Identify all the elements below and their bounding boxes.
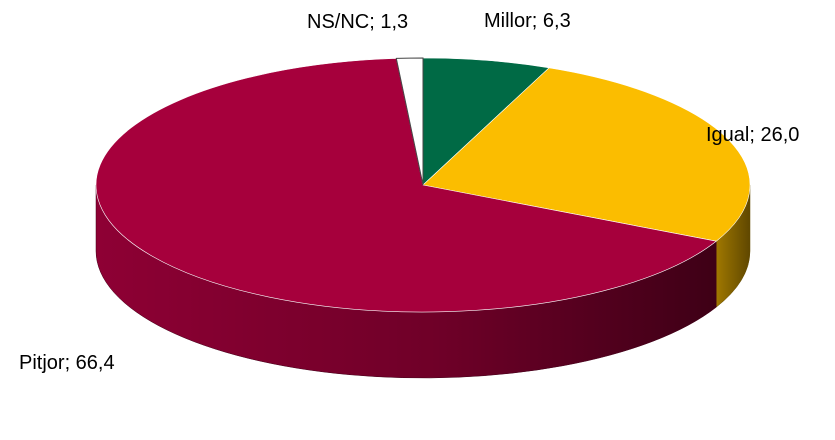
- slice-label-pitjor: Pitjor; 66,4: [19, 352, 115, 374]
- slice-ns-nc: [395, 57, 424, 186]
- slice-igual: [422, 67, 751, 242]
- slice-millor: [422, 57, 550, 186]
- slice-pitjor: [95, 58, 717, 313]
- slice-label-nsnc: NS/NC; 1,3: [307, 11, 408, 33]
- pie-slices: [95, 57, 751, 313]
- slice-label-millor: Millor; 6,3: [484, 10, 571, 32]
- slice-label-igual: Igual; 26,0: [706, 124, 799, 146]
